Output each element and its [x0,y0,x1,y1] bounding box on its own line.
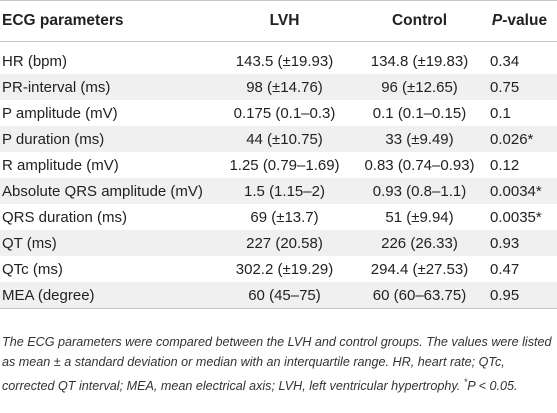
p-value-cell: 0.47 [482,256,557,282]
table-row: R amplitude (mV) 1.25 (0.79–1.69) 0.83 (… [0,152,557,178]
table-row: HR (bpm) 143.5 (±19.93) 134.8 (±19.83) 0… [0,48,557,74]
lvh-cell: 143.5 (±19.93) [212,48,357,74]
param-cell: R amplitude (mV) [0,152,212,178]
table-row: PR-interval (ms) 98 (±14.76) 96 (±12.65)… [0,74,557,100]
p-value-cell: 0.12 [482,152,557,178]
param-cell: QRS duration (ms) [0,204,212,230]
p-value-cell: 0.75 [482,74,557,100]
control-cell: 226 (26.33) [357,230,482,256]
param-cell: PR-interval (ms) [0,74,212,100]
p-value-cell: 0.0035* [482,204,557,230]
header-p-value: P-value [482,0,557,42]
table-row: QTc (ms) 302.2 (±19.29) 294.4 (±27.53) 0… [0,256,557,282]
header-control: Control [357,0,482,42]
lvh-cell: 44 (±10.75) [212,126,357,152]
spacer-row [0,41,557,48]
lvh-cell: 60 (45–75) [212,282,357,309]
param-cell: HR (bpm) [0,48,212,74]
table-footnote: The ECG parameters were compared between… [2,332,555,396]
param-cell: QT (ms) [0,230,212,256]
header-p-letter: P [491,12,503,29]
lvh-cell: 0.175 (0.1–0.3) [212,100,357,126]
p-value-cell: 0.0034* [482,178,557,204]
control-cell: 0.83 (0.74–0.93) [357,152,482,178]
header-ecg-parameters: ECG parameters [0,0,212,42]
table-row: QRS duration (ms) 69 (±13.7) 51 (±9.94) … [0,204,557,230]
table-row: Absolute QRS amplitude (mV) 1.5 (1.15–2)… [0,178,557,204]
table-row: P duration (ms) 44 (±10.75) 33 (±9.49) 0… [0,126,557,152]
footnote-sig-text: P < 0.05. [467,379,518,394]
param-cell: P duration (ms) [0,126,212,152]
control-cell: 0.93 (0.8–1.1) [357,178,482,204]
lvh-cell: 98 (±14.76) [212,74,357,100]
control-cell: 33 (±9.49) [357,126,482,152]
control-cell: 0.1 (0.1–0.15) [357,100,482,126]
header-lvh: LVH [212,0,357,42]
control-cell: 294.4 (±27.53) [357,256,482,282]
footnote-sig-star: * [463,377,468,387]
p-value-cell: 0.93 [482,230,557,256]
table-row: QT (ms) 227 (20.58) 226 (26.33) 0.93 [0,230,557,256]
table-row: MEA (degree) 60 (45–75) 60 (60–63.75) 0.… [0,282,557,309]
lvh-cell: 1.5 (1.15–2) [212,178,357,204]
header-p-suffix: -value [502,12,548,29]
table-row: P amplitude (mV) 0.175 (0.1–0.3) 0.1 (0.… [0,100,557,126]
lvh-cell: 1.25 (0.79–1.69) [212,152,357,178]
control-cell: 96 (±12.65) [357,74,482,100]
p-value-cell: 0.95 [482,282,557,309]
control-cell: 60 (60–63.75) [357,282,482,309]
control-cell: 134.8 (±19.83) [357,48,482,74]
p-value-cell: 0.34 [482,48,557,74]
ecg-parameters-table: ECG parameters LVH Control P-value HR (b… [0,0,557,309]
lvh-cell: 227 (20.58) [212,230,357,256]
param-cell: P amplitude (mV) [0,100,212,126]
lvh-cell: 302.2 (±19.29) [212,256,357,282]
header-row: ECG parameters LVH Control P-value [0,0,557,42]
p-value-cell: 0.026* [482,126,557,152]
footnote-text: The ECG parameters were compared between… [2,335,552,394]
table-container: ECG parameters LVH Control P-value HR (b… [0,0,557,309]
param-cell: MEA (degree) [0,282,212,309]
param-cell: QTc (ms) [0,256,212,282]
control-cell: 51 (±9.94) [357,204,482,230]
param-cell: Absolute QRS amplitude (mV) [0,178,212,204]
p-value-cell: 0.1 [482,100,557,126]
lvh-cell: 69 (±13.7) [212,204,357,230]
